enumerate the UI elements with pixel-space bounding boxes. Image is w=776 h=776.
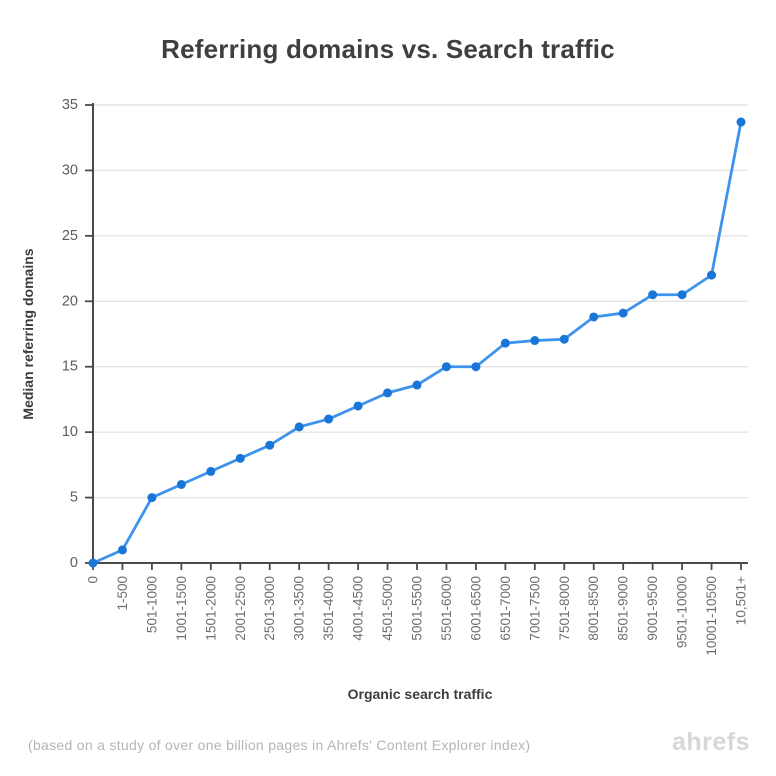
data-point	[176, 479, 186, 489]
y-tick-label: 10	[62, 424, 78, 440]
x-tick-label: 3001-3500	[292, 576, 307, 641]
data-point	[206, 466, 216, 476]
x-tick-label: 3501-4000	[321, 576, 336, 641]
y-tick-label: 20	[62, 293, 78, 309]
x-tick-label: 4001-4500	[351, 576, 366, 641]
data-point	[117, 545, 127, 555]
data-point	[324, 414, 334, 424]
data-point	[88, 558, 98, 568]
data-point	[707, 270, 717, 280]
x-tick-label: 4501-5000	[380, 576, 395, 641]
data-point	[441, 362, 451, 372]
data-point	[530, 336, 540, 346]
x-tick-label: 9001-9500	[645, 576, 660, 641]
x-tick-label: 1001-1500	[174, 576, 189, 641]
y-tick-label: 30	[62, 162, 78, 178]
x-tick-label: 10,501+	[734, 576, 749, 625]
x-tick-label: 10001-10500	[704, 576, 719, 656]
trend-line	[91, 120, 743, 565]
x-tick-label: 0	[86, 576, 101, 584]
x-tick-label: 2001-2500	[233, 576, 248, 641]
y-tick-label: 15	[62, 359, 78, 375]
chart-plot-area: 0 5 10 15 20 25 30 35 0 1-500 501-1000 1001-1500 150…	[62, 97, 749, 656]
x-tick-label: 7001-7500	[527, 576, 542, 641]
x-tick-label: 5501-6000	[439, 576, 454, 641]
x-axis-label: Organic search traffic	[348, 686, 493, 702]
data-point	[736, 117, 746, 127]
data-point	[559, 334, 569, 344]
data-point	[589, 312, 599, 322]
y-tick-label: 0	[70, 555, 78, 571]
data-point	[618, 308, 628, 318]
data-point	[383, 388, 393, 398]
y-tick-label: 25	[62, 228, 78, 244]
y-tick-label: 5	[70, 490, 78, 506]
data-point	[471, 362, 481, 372]
x-tick-label: 1-500	[115, 576, 130, 611]
x-tick-label: 1501-2000	[203, 576, 218, 641]
data-point	[265, 440, 275, 450]
data-point	[677, 290, 687, 300]
y-axis-label: Median referring domains	[20, 248, 36, 419]
chart-title: Referring domains vs. Search traffic	[161, 34, 615, 64]
ahrefs-logo: ahrefs	[671, 728, 750, 756]
data-point	[500, 338, 510, 348]
x-tick-label: 5001-5500	[410, 576, 425, 641]
x-tick-label: 8501-9000	[616, 576, 631, 641]
source-note: (based on a study of over one billion pa…	[28, 737, 531, 753]
x-tick-label: 8001-8500	[586, 576, 601, 641]
x-tick-label: 9501-10000	[675, 576, 690, 648]
x-tick-label: 6001-6500	[468, 576, 483, 641]
data-point	[648, 290, 658, 300]
data-point	[147, 493, 157, 503]
x-tick-label: 501-1000	[144, 576, 159, 633]
x-tick-label: 2501-3000	[262, 576, 277, 641]
data-point	[235, 453, 245, 463]
x-tick-label: 7501-8000	[557, 576, 572, 641]
data-point	[412, 380, 422, 390]
x-tick-label: 6501-7000	[498, 576, 513, 641]
data-point	[294, 422, 304, 432]
y-tick-label: 35	[62, 97, 78, 113]
data-point	[353, 401, 363, 411]
